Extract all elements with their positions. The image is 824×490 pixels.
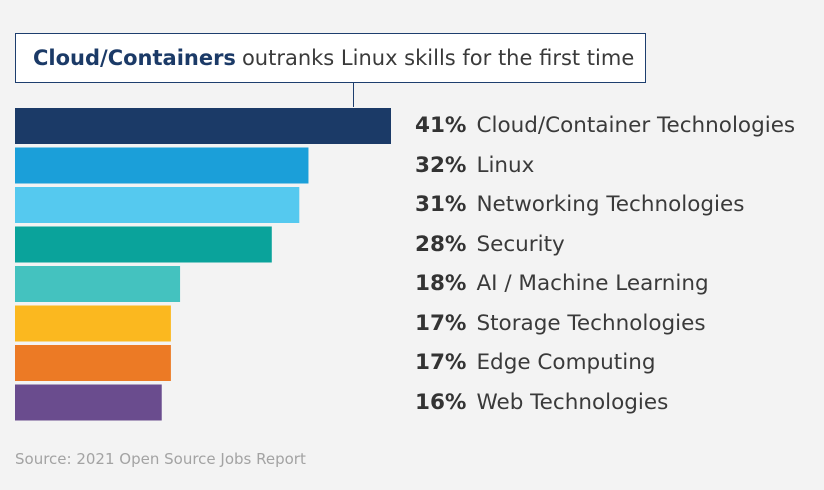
chart-title-rest: outranks Linux skills for the first time <box>241 46 635 70</box>
row-label-6: 17% Edge Computing <box>415 345 655 381</box>
bar-3 <box>15 226 272 263</box>
chart-title-box: Cloud/Containers outranks Linux skills f… <box>15 33 646 83</box>
category-label-1: Linux <box>476 152 535 178</box>
category-label-3: Security <box>476 231 565 257</box>
value-label-2: 31% <box>415 192 467 217</box>
value-label-5: 17% <box>415 310 467 336</box>
chart-title-strong: Cloud/Containers <box>33 46 236 70</box>
row-label-2: 31% Networking Technologies <box>415 187 744 223</box>
row-label-7: 16% Web Technologies <box>415 385 668 421</box>
row-label-5: 17% Storage Technologies <box>415 306 706 342</box>
category-label-2: Networking Technologies <box>476 192 745 217</box>
bar-7 <box>15 384 162 421</box>
source-note: Source: 2021 Open Source Jobs Report <box>15 450 306 468</box>
row-label-3: 28% Security <box>415 227 565 263</box>
row-label-4: 18% AI / Machine Learning <box>415 266 709 302</box>
value-label-4: 18% <box>415 271 467 296</box>
value-label-1: 32% <box>415 152 467 178</box>
category-label-7: Web Technologies <box>476 389 669 415</box>
bar-2 <box>15 187 300 223</box>
value-label-6: 17% <box>415 350 467 375</box>
bar-0 <box>15 108 391 144</box>
category-label-4: AI / Machine Learning <box>476 271 709 296</box>
value-label-3: 28% <box>415 231 467 257</box>
title-connector-line <box>353 83 354 107</box>
category-label-6: Edge Computing <box>476 350 656 375</box>
row-label-1: 32% Linux <box>415 148 534 184</box>
bar-4 <box>15 266 181 302</box>
bar-5 <box>15 305 171 342</box>
bar-6 <box>15 345 171 381</box>
bar-1 <box>15 147 309 184</box>
value-label-7: 16% <box>415 389 467 415</box>
value-label-0: 41% <box>415 113 467 138</box>
category-label-5: Storage Technologies <box>476 310 706 336</box>
row-label-0: 41% Cloud/Container Technologies <box>415 108 795 144</box>
category-label-0: Cloud/Container Technologies <box>476 113 796 138</box>
